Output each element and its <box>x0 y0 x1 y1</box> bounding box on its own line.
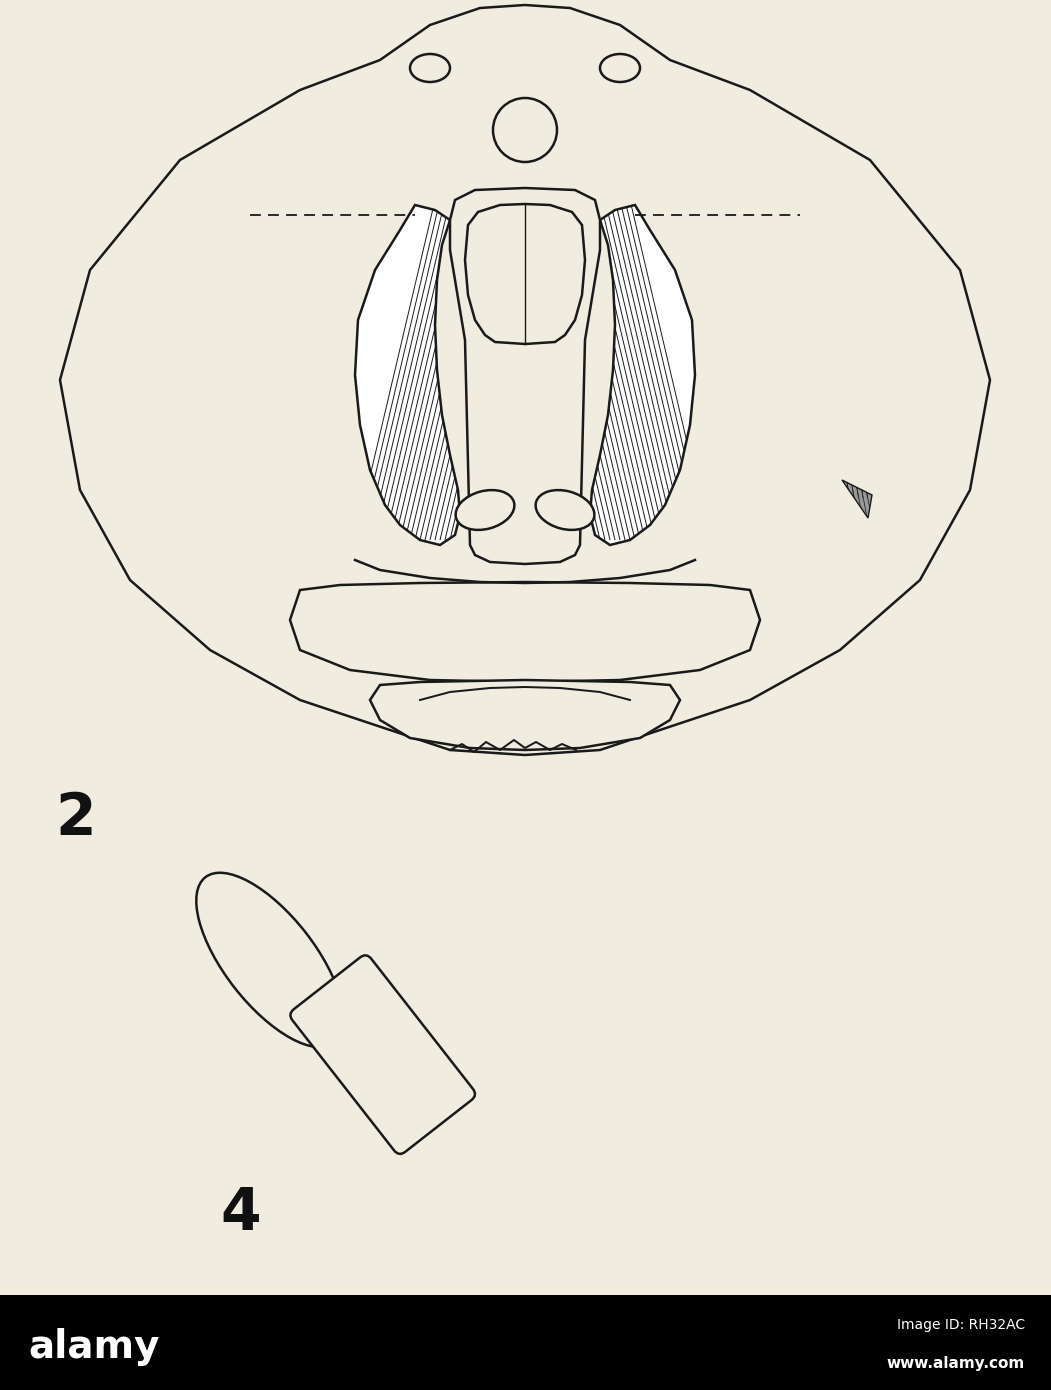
Ellipse shape <box>536 491 595 530</box>
Circle shape <box>493 99 557 163</box>
Text: 2: 2 <box>55 790 96 847</box>
Text: Image ID: RH32AC: Image ID: RH32AC <box>897 1318 1025 1333</box>
Polygon shape <box>290 582 760 682</box>
Polygon shape <box>370 680 680 751</box>
Polygon shape <box>355 204 460 545</box>
Bar <box>0 1295 1051 1390</box>
Ellipse shape <box>410 54 450 82</box>
Polygon shape <box>465 204 585 343</box>
Text: 4: 4 <box>220 1186 261 1243</box>
Text: alamy: alamy <box>28 1329 160 1366</box>
Ellipse shape <box>600 54 640 82</box>
FancyBboxPatch shape <box>290 955 475 1154</box>
Polygon shape <box>450 188 600 564</box>
Polygon shape <box>842 480 872 518</box>
Ellipse shape <box>455 491 514 530</box>
Text: www.alamy.com: www.alamy.com <box>887 1355 1025 1371</box>
Ellipse shape <box>197 873 344 1047</box>
Polygon shape <box>60 6 990 755</box>
Polygon shape <box>590 204 695 545</box>
